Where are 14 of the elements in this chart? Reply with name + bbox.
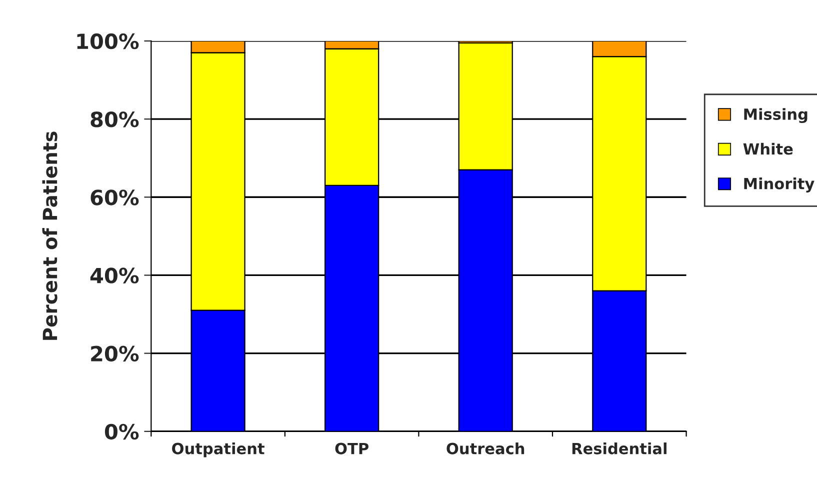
x-tick-label: Outreach [446, 442, 524, 454]
y-tick-label: 0% [104, 424, 139, 440]
legend-label: Minority [744, 178, 814, 192]
x-tick-label: Outpatient [172, 442, 264, 458]
y-axis-title: Percent of Patients [42, 132, 58, 340]
y-tick-label: 100% [77, 33, 139, 50]
x-tick-label: Residential [572, 442, 666, 454]
y-tick-label: 40% [90, 268, 139, 284]
y-tick-label: 80% [90, 112, 139, 128]
legend-label: Missing [744, 108, 808, 124]
y-tick-label: 60% [90, 190, 139, 206]
y-tick-label: 20% [91, 346, 139, 362]
x-tick-label: OTP [335, 442, 368, 454]
legend-label: White [743, 142, 793, 155]
